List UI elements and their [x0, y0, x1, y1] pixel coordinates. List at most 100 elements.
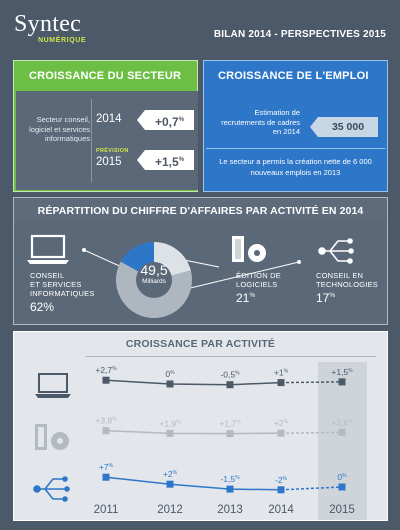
laptop-icon	[27, 234, 69, 264]
growth-2015-value: +1,5	[155, 155, 179, 169]
growth-2014-tag: +0,7%	[137, 110, 194, 130]
activite-point	[226, 430, 234, 438]
growth-2015-tag: +1,5%	[137, 150, 194, 170]
sector-description: Secteur conseil, logiciel et services in…	[29, 115, 90, 143]
laptop-icon	[35, 373, 71, 398]
recrutements-value: 35 000	[310, 117, 378, 137]
segment-pct-technologies: 17%	[316, 291, 335, 305]
connector-line	[83, 249, 125, 269]
year-label: 2012	[157, 504, 183, 516]
activite-value-label: +1,5%	[331, 367, 353, 377]
connector-dot	[297, 260, 301, 264]
activite-point	[102, 376, 110, 384]
segment-label-line: INFORMATIQUES	[30, 289, 95, 298]
emploi-text: Le secteur a permis la création nette de…	[219, 157, 372, 177]
croissance-secteur-title: CROISSANCE DU SECTEUR	[29, 70, 182, 82]
activite-point	[102, 427, 110, 435]
divider	[91, 99, 92, 182]
activite-value-label: +1,7%	[219, 419, 241, 429]
year-label: 2013	[217, 504, 243, 516]
growth-2014-value: +0,7	[155, 115, 179, 129]
activite-point	[338, 483, 346, 491]
activite-point	[166, 429, 174, 437]
technology-icon	[318, 238, 354, 264]
activite-value-label: 0%	[337, 472, 347, 482]
donut-hole	[136, 262, 172, 298]
activite-point	[277, 379, 285, 387]
segment-label-line: CONSEIL EN	[316, 271, 364, 280]
percent-unit: %	[329, 292, 336, 299]
segment-label-line: CONSEIL	[30, 271, 65, 280]
segment-label-conseil-services: CONSEIL ET SERVICES INFORMATIQUES	[30, 271, 95, 298]
activite-point	[226, 485, 234, 493]
segment-label-line: ÉDITION DE	[236, 271, 281, 280]
activite-line	[105, 476, 282, 491]
software-icon	[232, 236, 266, 262]
donut-center-unit: Milliards	[142, 278, 166, 285]
prevision-label: PRÉVISION	[96, 148, 129, 154]
segment-label-edition: ÉDITION DE LOGICIELS	[236, 271, 281, 289]
segment-label-line: ET SERVICES	[30, 280, 82, 289]
segment-label-line: LOGICIELS	[236, 280, 278, 289]
activite-value-label: 0%	[165, 369, 175, 379]
activite-icons	[33, 373, 71, 502]
activite-forecast-line	[280, 486, 343, 491]
activite-value-label: -1,5%	[220, 474, 240, 484]
segment-pct-conseil-services: 62%	[30, 300, 55, 314]
repartition-graphic	[27, 234, 354, 318]
year-label: 2011	[94, 504, 119, 516]
segment-pct-value: 21	[236, 291, 250, 305]
croissance-secteur-inner	[16, 91, 198, 190]
year-2014: 2014	[96, 113, 122, 125]
segment-pct-value: 17	[316, 291, 330, 305]
activite-value-label: -2%	[275, 475, 288, 485]
year-label: 2015	[329, 504, 355, 516]
divider	[86, 356, 376, 357]
donut-center-value: 49,5	[140, 262, 168, 278]
repartition-title: RÉPARTITION DU CHIFFRE D'AFFAIRES PAR AC…	[37, 205, 364, 217]
activite-value-label: +7%	[99, 462, 114, 472]
croissance-emploi-title: CROISSANCE DE L'EMPLOI	[218, 70, 369, 82]
segment-pct-edition: 21%	[236, 291, 255, 305]
activite-line	[105, 429, 282, 435]
repartition-title-bar	[14, 198, 387, 222]
activite-value-label: +2,6%	[331, 417, 353, 427]
activite-point	[338, 428, 346, 436]
connector-dot	[82, 248, 86, 252]
year-2015: 2015	[96, 156, 122, 168]
connector-line	[181, 261, 300, 291]
activite-forecast-line	[280, 381, 343, 384]
page-title: BILAN 2014 - PERSPECTIVES 2015	[213, 29, 386, 40]
software-icon	[35, 424, 69, 450]
segment-label-line: TECHNOLOGIES	[316, 280, 378, 289]
activite-value-label: +3,8%	[95, 416, 117, 426]
repartition-body	[14, 222, 387, 324]
segment-label-technologies: CONSEIL EN TECHNOLOGIES	[316, 271, 378, 289]
estimation-text: Estimation de recrutements de cadres en …	[221, 108, 300, 136]
activite-point	[277, 486, 285, 494]
highlight-2015	[318, 362, 367, 520]
logo-subtitle: NUMÉRIQUE	[38, 37, 87, 44]
activite-point	[166, 380, 174, 388]
activite-value-label: +1%	[274, 368, 289, 378]
activite-value-label: +2%	[274, 418, 289, 428]
activite-line	[105, 379, 282, 386]
logo-name: Syntec	[14, 11, 82, 37]
activite-point	[277, 429, 285, 437]
activite-point	[226, 381, 234, 389]
percent-unit: %	[178, 117, 185, 123]
activite-forecast-line	[280, 431, 343, 434]
croissance-activite-title: CROISSANCE PAR ACTIVITÉ	[125, 338, 276, 350]
percent-unit: %	[249, 292, 256, 299]
activite-point	[166, 480, 174, 488]
divider	[206, 148, 385, 149]
activite-value-label: +2,7%	[95, 365, 117, 375]
activite-value-label: -0,5%	[220, 370, 240, 380]
activite-value-label: +2%	[163, 469, 178, 479]
activite-point	[102, 473, 110, 481]
activite-point	[338, 378, 346, 386]
year-label: 2014	[268, 504, 294, 516]
activite-value-label: +1,9%	[159, 418, 181, 428]
connector-line	[183, 259, 220, 268]
